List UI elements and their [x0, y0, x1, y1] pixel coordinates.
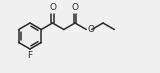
- Text: O: O: [49, 4, 56, 12]
- Text: O: O: [88, 25, 95, 34]
- Text: O: O: [72, 4, 79, 12]
- Text: F: F: [27, 51, 33, 59]
